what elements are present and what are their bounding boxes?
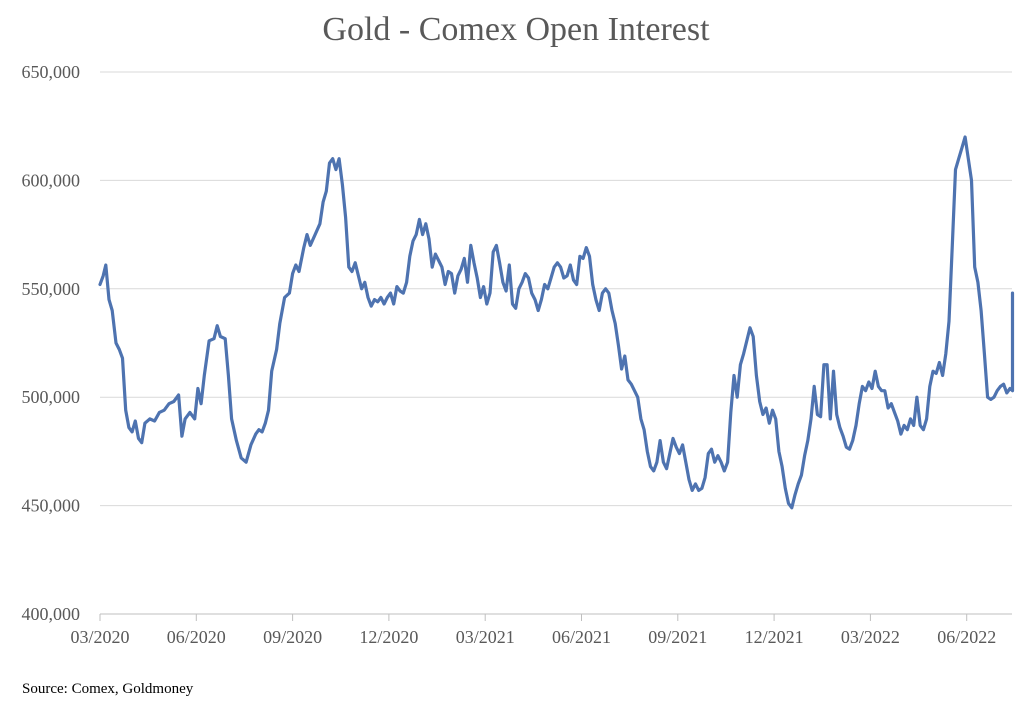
- series-line: [98, 135, 1015, 510]
- y-tick-label: 500,000: [22, 387, 81, 407]
- x-tick-label: 03/2022: [841, 627, 900, 647]
- x-tick-label: 12/2021: [745, 627, 804, 647]
- chart-title: Gold - Comex Open Interest: [322, 11, 710, 48]
- x-tick-label: 06/2020: [167, 627, 226, 647]
- x-tick-label: 06/2021: [552, 627, 611, 647]
- x-tick-label: 09/2020: [263, 627, 322, 647]
- y-tick-label: 450,000: [22, 496, 81, 516]
- y-tick-label: 400,000: [22, 604, 81, 624]
- y-tick-label: 550,000: [22, 279, 81, 299]
- x-tick-label: 12/2020: [359, 627, 418, 647]
- x-axis-ticks: [99, 614, 968, 621]
- x-tick-label: 03/2020: [70, 627, 129, 647]
- source-note: Source: Comex, Goldmoney: [22, 681, 194, 697]
- x-tick-label: 03/2021: [456, 627, 515, 647]
- y-tick-label: 650,000: [22, 62, 81, 82]
- y-axis-labels: 650,000 600,000 550,000 500,000 450,000 400,0…: [22, 62, 81, 624]
- x-tick-label: 06/2022: [937, 627, 996, 647]
- x-tick-label: 09/2021: [648, 627, 707, 647]
- x-axis-labels: 03/2020 06/2020 09/2020 12/2020 03/2021 06/20…: [70, 627, 996, 647]
- y-tick-label: 600,000: [22, 170, 81, 190]
